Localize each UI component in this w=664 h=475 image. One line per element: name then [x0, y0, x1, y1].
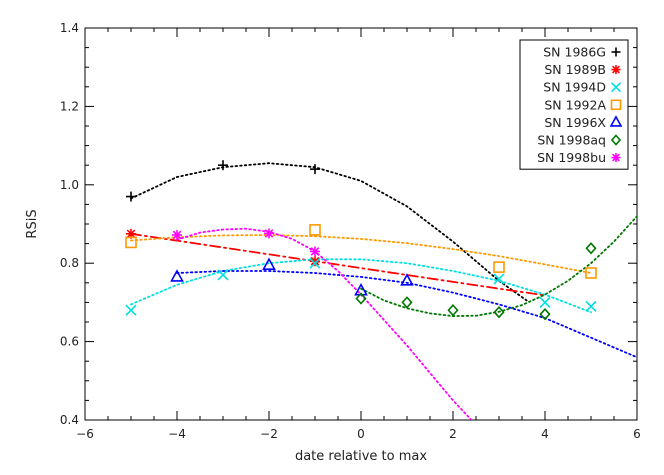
- data-point: [125, 236, 137, 249]
- data-point: [400, 273, 414, 286]
- legend: SN 1986G SN 1989B SN 1994D SN 1992A SN 1996X…: [519, 39, 629, 170]
- legend-marker: [610, 134, 622, 146]
- data-point: [218, 160, 228, 171]
- legend-marker: [611, 47, 621, 57]
- data-point: [217, 269, 229, 281]
- y-tick-label: 0.8: [60, 256, 79, 270]
- legend-label: SN 1994D: [543, 80, 606, 95]
- data-point: [309, 257, 321, 269]
- data-point: [310, 164, 320, 175]
- fit-curve-SN-1992A: [130, 234, 592, 274]
- x-tick-label: −4: [168, 427, 186, 441]
- fit-curves: [130, 162, 637, 420]
- legend-marker: [609, 115, 623, 127]
- data-point: [585, 300, 597, 312]
- x-tick-label: 0: [357, 427, 365, 441]
- legend-box: [519, 39, 629, 170]
- x-tick-label: 6: [633, 427, 641, 441]
- x-tick-label: −2: [260, 427, 278, 441]
- y-axis-label: RSiS: [25, 209, 40, 238]
- legend-label: SN 1998aq: [537, 133, 606, 148]
- data-point: [539, 296, 551, 308]
- data-point: [170, 269, 184, 282]
- data-point: [310, 246, 320, 257]
- data-point: [493, 261, 505, 273]
- x-axis-label: date relative to max: [295, 449, 427, 464]
- y-tick-label: 1.2: [60, 99, 79, 113]
- y-tick-label: 1.4: [60, 21, 79, 35]
- x-tick-label: −6: [76, 427, 94, 441]
- legend-marker: [611, 153, 621, 163]
- data-point: [310, 256, 320, 267]
- axis-ticks: −6 −4 −2 0 2 4 6 0.4 0.6 0.8 1.0 1.2 1.4: [60, 21, 641, 441]
- data-point: [126, 191, 136, 202]
- fit-curve-SN-1998bu: [176, 227, 473, 420]
- data-markers: [125, 160, 597, 321]
- fit-curve-SN-1989B: [130, 232, 546, 297]
- legend-label: SN 1998bu: [537, 150, 606, 165]
- data-point: [447, 304, 459, 317]
- data-point: [262, 257, 276, 270]
- data-point: [264, 228, 274, 239]
- fit-curve-SN-1996X: [176, 270, 637, 359]
- x-tick-label: 4: [541, 427, 549, 441]
- fit-curve-SN-1986G: [130, 162, 528, 302]
- legend-label: SN 1986G: [543, 45, 606, 60]
- data-point: [401, 296, 413, 309]
- data-point: [493, 306, 505, 319]
- y-tick-label: 0.4: [60, 413, 79, 427]
- x-tick-label: 2: [449, 427, 457, 441]
- data-point: [539, 307, 551, 321]
- legend-marker: [610, 82, 622, 93]
- data-point: [585, 242, 597, 255]
- legend-label: SN 1989B: [544, 62, 606, 77]
- data-point: [125, 304, 137, 316]
- legend-label: SN 1996X: [544, 115, 606, 130]
- legend-marker: [610, 99, 622, 111]
- fit-curve-SN-1994D: [130, 258, 592, 314]
- y-tick-label: 0.6: [60, 335, 79, 349]
- data-point: [172, 229, 182, 240]
- legend-label: SN 1992A: [544, 97, 606, 112]
- data-point: [585, 267, 597, 279]
- data-point: [355, 292, 367, 305]
- data-point: [309, 224, 321, 236]
- y-tick-label: 1.0: [60, 178, 79, 192]
- legend-marker: [611, 65, 621, 75]
- data-point: [493, 273, 505, 285]
